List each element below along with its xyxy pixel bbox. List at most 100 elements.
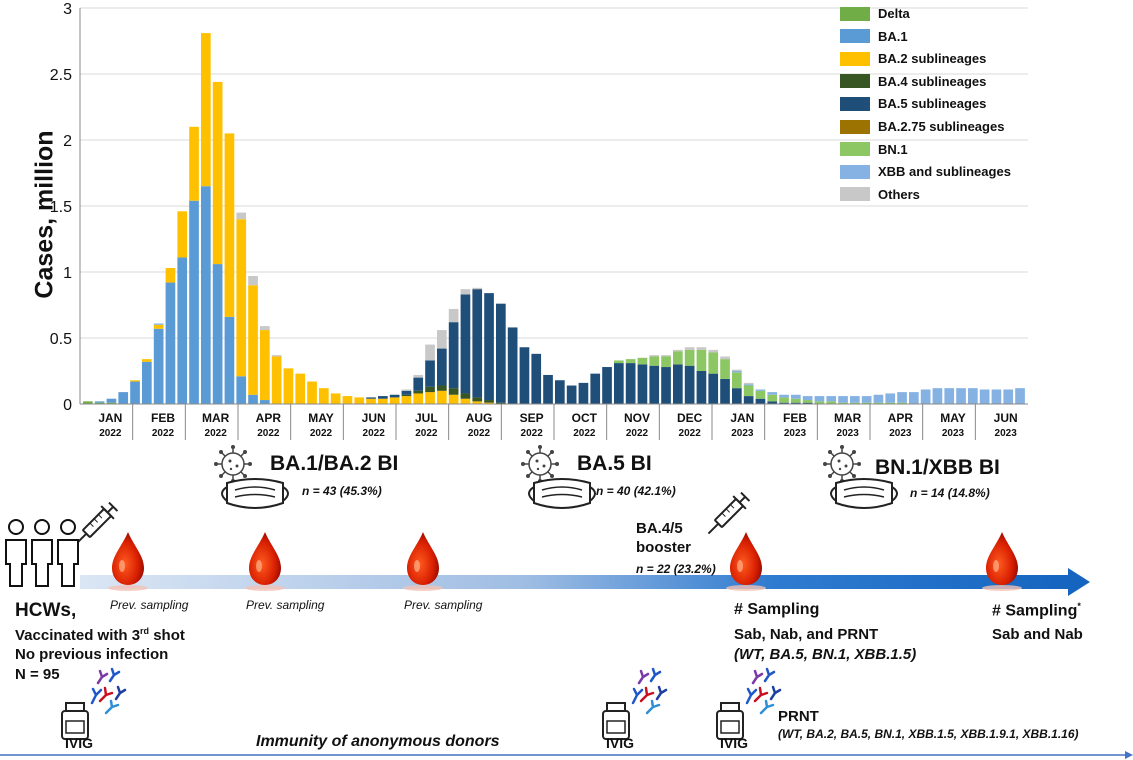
cohort-infection: No previous infection xyxy=(15,646,169,663)
bar-segment xyxy=(201,186,211,404)
x-tick-year: 2022 xyxy=(99,428,122,439)
bar-segment xyxy=(437,390,447,404)
x-tick-year: 2023 xyxy=(784,428,807,439)
bar-segment xyxy=(507,327,518,404)
x-tick-year: 2022 xyxy=(573,428,596,439)
bar-segment xyxy=(413,374,424,378)
people-icon xyxy=(5,519,79,587)
bar-segment xyxy=(236,376,247,404)
bar-segment xyxy=(236,219,247,377)
bar-segment xyxy=(413,390,424,394)
sampling2-assays: Sab and Nab xyxy=(992,626,1083,643)
bar-segment xyxy=(460,393,471,399)
legend-label: BA.2 sublineages xyxy=(878,51,987,67)
bar-segment xyxy=(566,385,577,404)
virus-icon xyxy=(520,444,560,484)
bar-segment xyxy=(649,365,660,404)
bar-segment xyxy=(153,324,164,329)
legend-label: XBB and sublineages xyxy=(878,164,1011,180)
bar-segment xyxy=(142,359,152,362)
bar-segment xyxy=(236,212,247,220)
legend-swatch xyxy=(840,6,870,21)
bar-segment xyxy=(118,392,129,404)
bar-segment xyxy=(850,396,860,403)
timeline-arrow-body xyxy=(80,575,1070,589)
bar-segment xyxy=(743,384,754,386)
bar-segment xyxy=(342,396,353,404)
x-tick-year: 2022 xyxy=(310,428,333,439)
bar-segment xyxy=(814,396,825,402)
legend-swatch xyxy=(840,187,870,202)
bar-segment xyxy=(590,373,601,404)
bar-segment xyxy=(212,81,223,265)
bar-segment xyxy=(106,398,117,403)
bar-segment xyxy=(437,330,447,349)
bar-segment xyxy=(389,394,400,398)
x-tick-month: NOV xyxy=(624,411,650,425)
bar-segment xyxy=(448,394,459,404)
bar-segment xyxy=(437,385,447,391)
bar-segment xyxy=(732,372,742,389)
x-tick-month: JUL xyxy=(415,411,438,425)
bar-segment xyxy=(177,211,188,258)
bar-segment xyxy=(743,382,754,385)
bar-segment xyxy=(425,386,435,393)
prnt-label: PRNT xyxy=(778,708,819,725)
bar-segment xyxy=(366,398,376,404)
bar-segment xyxy=(696,371,707,404)
bar-segment xyxy=(189,200,199,404)
bar-segment xyxy=(437,348,447,386)
bar-segment xyxy=(673,364,683,404)
bar-segment xyxy=(472,289,483,398)
virus-icon xyxy=(213,444,253,484)
bar-segment xyxy=(248,275,258,286)
ivig-vial-icon xyxy=(715,667,782,741)
bar-segment xyxy=(791,394,801,399)
bar-segment xyxy=(189,126,199,201)
bar-segment xyxy=(271,356,282,404)
x-tick-month: MAR xyxy=(202,411,230,425)
bar-segment xyxy=(720,359,730,379)
bar-segment xyxy=(838,402,848,404)
bar-segment xyxy=(578,382,589,404)
y-tick-label: 0 xyxy=(63,397,72,414)
sampling1-assays: Sab, Nab, and PRNT xyxy=(734,626,879,643)
bar-segment xyxy=(732,371,742,373)
bar-segment xyxy=(94,401,105,403)
bar-segment xyxy=(472,401,483,404)
bar-segment xyxy=(496,303,506,403)
bar-segment xyxy=(271,355,282,357)
y-tick-label: 3 xyxy=(63,1,72,18)
syringe-icon xyxy=(701,489,753,541)
prev-sampling-label: Prev. sampling xyxy=(110,598,189,612)
bar-segment xyxy=(378,398,388,404)
bar-segment xyxy=(448,308,459,323)
bar-segment xyxy=(673,349,683,352)
bar-segment xyxy=(826,401,837,404)
x-tick-month: JUN xyxy=(362,411,386,425)
bar-segment xyxy=(401,390,412,395)
bar-segment xyxy=(83,401,93,404)
sampling1-variants: (WT, BA.5, BN.1, XBB.1.5) xyxy=(734,646,917,663)
booster-n: n = 22 (23.2%) xyxy=(636,562,716,576)
bar-segment xyxy=(401,389,412,391)
bar-segment xyxy=(484,400,494,403)
x-tick-month: MAY xyxy=(308,411,334,425)
bar-segment xyxy=(260,400,270,404)
legend-item: BA.2 sublineages xyxy=(840,51,986,66)
mask-icon xyxy=(830,478,898,509)
bar-segment xyxy=(448,388,459,395)
x-tick-year: 2022 xyxy=(257,428,280,439)
bar-segment xyxy=(791,398,801,403)
bar-segment xyxy=(956,388,966,404)
bar-segment xyxy=(767,392,778,395)
y-tick-label: 1 xyxy=(63,265,72,282)
bar-segment xyxy=(684,347,695,350)
bar-segment xyxy=(873,394,884,403)
bar-segment xyxy=(460,398,471,404)
ivig-label: IVIG xyxy=(65,735,94,751)
x-tick-month: MAY xyxy=(940,411,966,425)
bar-segment xyxy=(791,402,801,404)
legend-swatch xyxy=(840,74,870,89)
legend-item: BA.1 xyxy=(840,29,908,44)
